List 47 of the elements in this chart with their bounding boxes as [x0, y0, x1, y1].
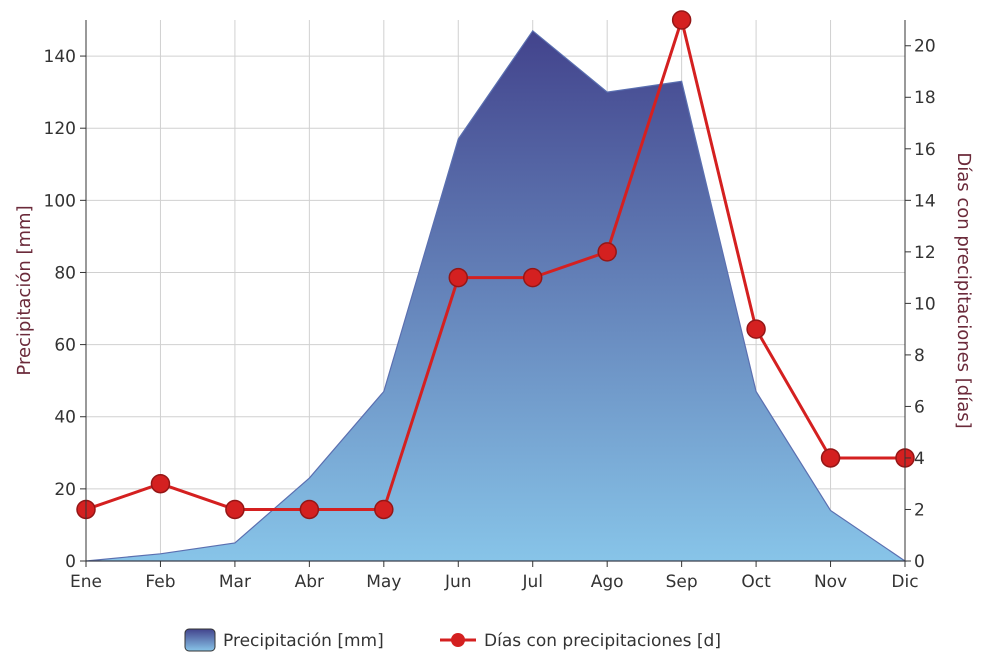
point — [820, 448, 840, 468]
point — [522, 268, 542, 288]
point — [225, 500, 245, 520]
x-tick-label: Nov — [814, 572, 848, 592]
x-tick-label: Sep — [666, 572, 698, 592]
y-tick-label: 100 — [44, 191, 76, 212]
point — [746, 319, 766, 339]
x-tick-label: Oct — [741, 572, 772, 592]
point — [150, 474, 170, 494]
x-tick-label: Jul — [521, 572, 543, 592]
x-tick-label: Feb — [145, 572, 176, 592]
y-tick-label: 20 — [54, 480, 76, 500]
y2-axis-title: Días con precipitaciones [días] — [953, 152, 974, 429]
y2-tick-label: 14 — [914, 191, 936, 212]
y2-tick-label: 18 — [914, 88, 936, 108]
x-tick-label: Ago — [590, 572, 624, 592]
x-tick-label: Abr — [294, 572, 324, 592]
y2-tick-label: 4 — [914, 448, 925, 469]
y2-tick-label: 12 — [914, 242, 936, 263]
x-tick-label: Dic — [891, 572, 919, 592]
x-tick-label: Jun — [444, 572, 472, 592]
legend-label: Precipitación [mm] — [223, 630, 384, 651]
y-tick-label: 80 — [54, 263, 76, 284]
y2-tick-label: 0 — [914, 552, 925, 572]
x-tick-label: Ene — [70, 572, 102, 592]
point — [597, 242, 617, 262]
y2-tick-label: 20 — [914, 36, 936, 57]
y2-tick-label: 6 — [914, 397, 925, 418]
legend-label: Días con precipitaciones [d] — [484, 630, 721, 651]
y-tick-label: 60 — [54, 336, 76, 356]
x-tick-label: May — [366, 572, 402, 592]
point — [895, 448, 915, 468]
y2-tick-label: 16 — [914, 140, 936, 160]
y-tick-label: 120 — [44, 119, 76, 140]
y2-tick-label: 10 — [914, 294, 936, 314]
point — [374, 500, 394, 520]
y-tick-label: 0 — [65, 552, 76, 572]
point — [448, 268, 468, 288]
y-tick-label: 40 — [54, 408, 76, 428]
point — [300, 500, 320, 520]
point — [672, 10, 692, 30]
y-axis-title: Precipitación [mm] — [14, 205, 35, 376]
point — [76, 500, 96, 520]
y-tick-label: 140 — [44, 47, 76, 68]
x-tick-label: Mar — [218, 572, 251, 592]
y2-tick-label: 8 — [914, 346, 925, 366]
y2-tick-label: 2 — [914, 500, 925, 520]
